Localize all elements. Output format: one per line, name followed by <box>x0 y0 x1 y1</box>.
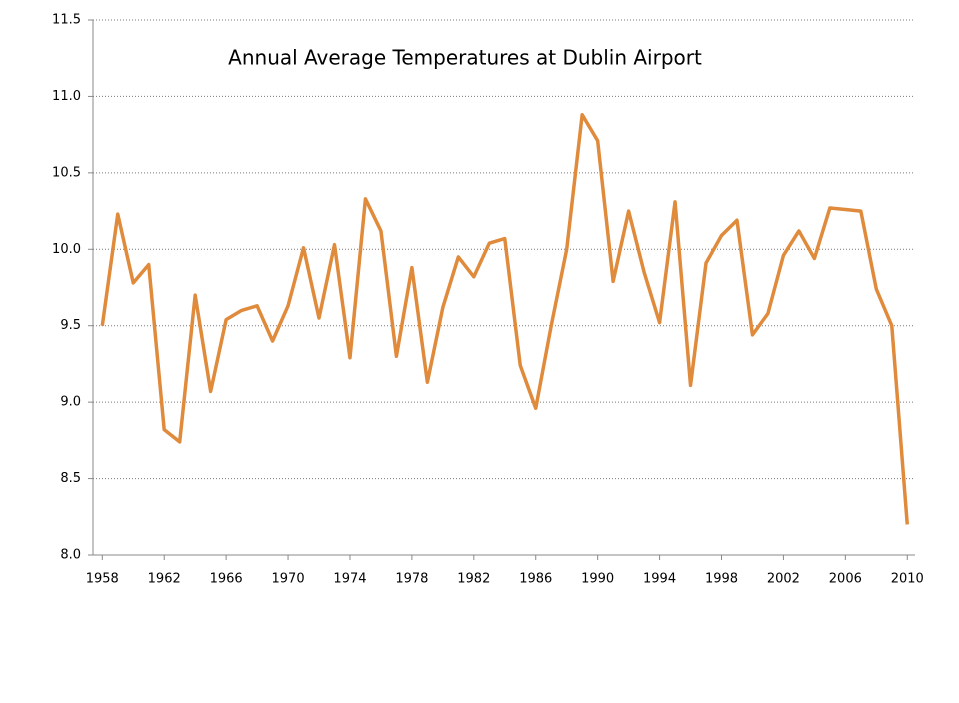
y-tick-label: 9.0 <box>60 395 81 410</box>
x-tick-label: 2002 <box>767 572 800 587</box>
x-tick-label: 2010 <box>891 572 924 587</box>
chart-title: Annual Average Temperatures at Dublin Ai… <box>228 46 702 70</box>
x-tick-label: 1966 <box>210 572 243 587</box>
x-tick-label: 1982 <box>457 572 490 587</box>
y-tick-label: 10.5 <box>52 165 81 180</box>
x-tick-label: 1986 <box>519 572 552 587</box>
x-tick-label: 1994 <box>643 572 676 587</box>
y-tick-label: 9.5 <box>60 318 81 333</box>
x-tick-label: 1962 <box>148 572 181 587</box>
x-tick-label: 1990 <box>581 572 614 587</box>
y-tick-label: 11.0 <box>52 89 81 104</box>
y-tick-label: 8.0 <box>60 548 81 563</box>
x-tick-label: 1974 <box>333 572 366 587</box>
y-tick-label: 10.0 <box>52 242 81 257</box>
x-tick-label: 2006 <box>829 572 862 587</box>
x-tick-label: 1958 <box>86 572 119 587</box>
y-tick-label: 11.5 <box>52 13 81 28</box>
y-tick-label: 8.5 <box>60 471 81 486</box>
line-series <box>100 113 910 525</box>
x-tick-label: 1998 <box>705 572 738 587</box>
x-tick-label: 1970 <box>272 572 305 587</box>
x-tick-label: 1978 <box>395 572 428 587</box>
